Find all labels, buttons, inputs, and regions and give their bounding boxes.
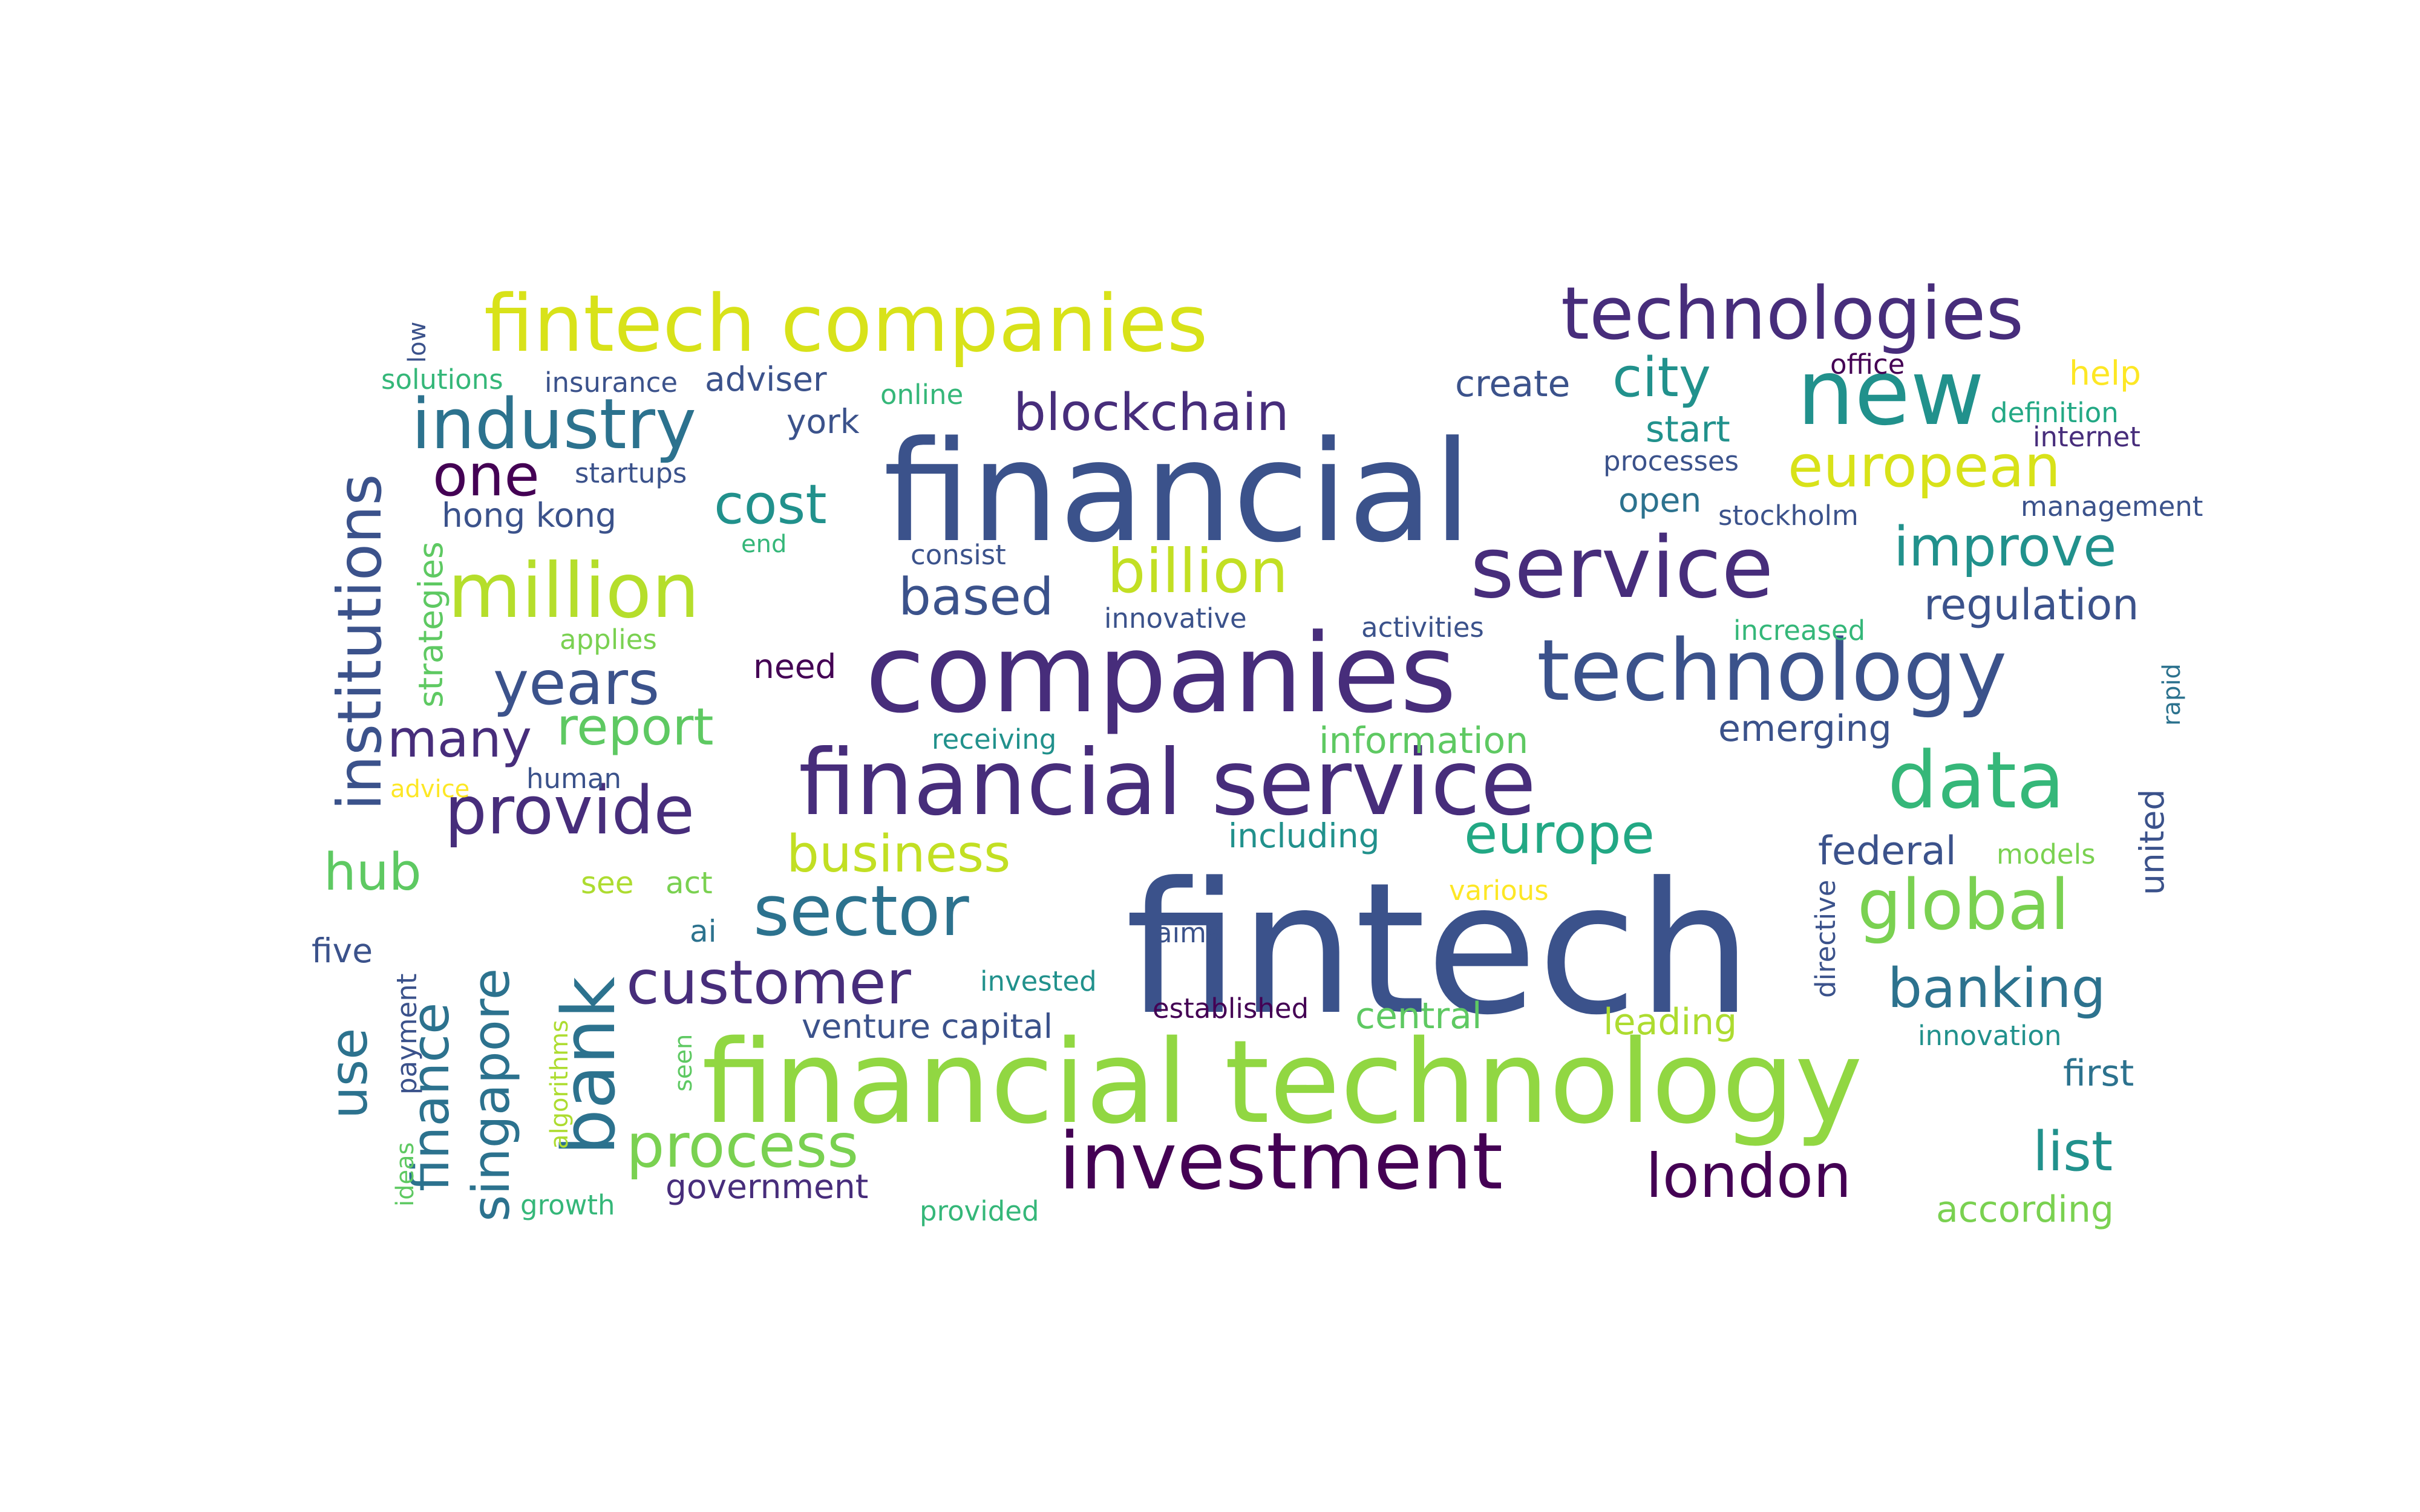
cloud-word: start <box>1646 408 1730 451</box>
cloud-word: information <box>1319 720 1529 762</box>
cloud-word: customer <box>626 947 911 1018</box>
cloud-word: create <box>1455 363 1571 405</box>
cloud-word: singapore <box>462 968 522 1222</box>
cloud-word: report <box>557 697 714 757</box>
cloud-word: definition <box>1990 397 2119 429</box>
cloud-word: stockholm <box>1718 500 1859 532</box>
cloud-word: data <box>1888 734 2065 826</box>
cloud-word: according <box>1936 1188 2114 1231</box>
cloud-word: adviser <box>705 360 827 399</box>
cloud-word: london <box>1646 1141 1852 1211</box>
cloud-word: city <box>1612 346 1712 409</box>
cloud-word: billion <box>1107 536 1289 607</box>
cloud-word: cost <box>714 473 827 536</box>
cloud-word: invested <box>980 965 1097 997</box>
cloud-word: process <box>626 1110 859 1181</box>
cloud-word: applies <box>560 624 657 656</box>
cloud-word: investment <box>1059 1115 1503 1207</box>
cloud-word: growth <box>520 1189 615 1221</box>
cloud-word: models <box>1996 838 2096 870</box>
cloud-word: human <box>526 763 621 795</box>
cloud-word: industry <box>411 384 697 465</box>
cloud-word: five <box>312 931 373 970</box>
cloud-word: global <box>1857 865 2070 946</box>
cloud-word: europe <box>1464 803 1655 866</box>
cloud-word: payment <box>391 973 423 1095</box>
cloud-word: need <box>753 647 837 686</box>
cloud-word: technologies <box>1561 272 2024 356</box>
cloud-word: venture capital <box>802 1007 1053 1046</box>
cloud-word: business <box>786 824 1011 884</box>
cloud-word: online <box>880 379 964 411</box>
cloud-word: consist <box>911 539 1006 571</box>
cloud-word: list <box>2033 1120 2113 1184</box>
cloud-word: years <box>493 648 660 719</box>
cloud-word: activities <box>1361 611 1484 644</box>
cloud-word: established <box>1153 992 1309 1025</box>
cloud-word: emerging <box>1718 708 1892 750</box>
cloud-word: hong kong <box>442 496 617 535</box>
cloud-word: ideas <box>391 1142 419 1207</box>
cloud-word: financial service <box>799 731 1537 836</box>
cloud-word: financial technology <box>702 1015 1863 1149</box>
cloud-word: open <box>1618 481 1702 520</box>
cloud-word: companies <box>865 611 1457 737</box>
cloud-word: first <box>2063 1052 2134 1095</box>
cloud-word: million <box>448 547 700 635</box>
cloud-word: insurance <box>544 367 678 399</box>
cloud-word: directive <box>1810 879 1842 998</box>
cloud-word: rapid <box>2158 663 2186 726</box>
cloud-word: new <box>1797 341 1985 446</box>
cloud-word: including <box>1228 816 1380 855</box>
cloud-word: sector <box>753 871 969 952</box>
cloud-word: improve <box>1894 515 2117 579</box>
cloud-word: seen <box>670 1034 698 1092</box>
cloud-word: various <box>1449 875 1549 907</box>
cloud-word: government <box>666 1167 869 1206</box>
cloud-word: technology <box>1537 622 2007 720</box>
cloud-word: leading <box>1603 1001 1738 1043</box>
cloud-word: banking <box>1888 957 2106 1020</box>
cloud-word: see <box>581 865 634 901</box>
cloud-word: innovation <box>1918 1020 2062 1052</box>
cloud-word: fintech <box>1125 844 1753 1055</box>
cloud-word: internet <box>2033 421 2140 453</box>
cloud-word: strategies <box>411 541 450 708</box>
cloud-word: act <box>666 865 713 901</box>
cloud-word: startups <box>575 457 687 489</box>
cloud-word: one <box>433 443 540 509</box>
cloud-word: regulation <box>1924 580 2139 630</box>
cloud-word: financial <box>883 412 1472 573</box>
cloud-word: service <box>1470 519 1774 618</box>
cloud-word: united <box>2133 789 2171 895</box>
cloud-word: provide <box>445 772 695 849</box>
cloud-word: office <box>1830 348 1905 380</box>
cloud-word: increased <box>1733 614 1866 647</box>
cloud-word: many <box>387 709 532 769</box>
cloud-word: help <box>2069 354 2141 393</box>
cloud-word: central <box>1355 995 1482 1037</box>
cloud-word: use <box>319 1028 379 1119</box>
cloud-word: european <box>1788 434 2061 500</box>
cloud-word: fintech companies <box>484 278 1208 370</box>
cloud-word: aims <box>1156 917 1221 949</box>
cloud-word: federal <box>1818 829 1957 874</box>
cloud-word: solutions <box>381 363 503 396</box>
cloud-word: innovative <box>1104 602 1247 634</box>
cloud-word: york <box>786 402 860 441</box>
cloud-word: management <box>2021 490 2203 523</box>
cloud-word: advice <box>390 775 470 803</box>
cloud-word: algorithms <box>546 1020 574 1149</box>
cloud-word: blockchain <box>1013 383 1289 443</box>
cloud-word: hub <box>324 842 422 902</box>
cloud-word: provided <box>920 1195 1039 1227</box>
cloud-word: based <box>898 567 1054 627</box>
cloud-word: processes <box>1603 445 1739 477</box>
cloud-word: institutions <box>324 474 395 811</box>
cloud-word: receiving <box>932 723 1057 755</box>
cloud-word: ai <box>690 914 717 949</box>
cloud-word: low <box>404 321 431 363</box>
cloud-word: end <box>741 530 787 558</box>
